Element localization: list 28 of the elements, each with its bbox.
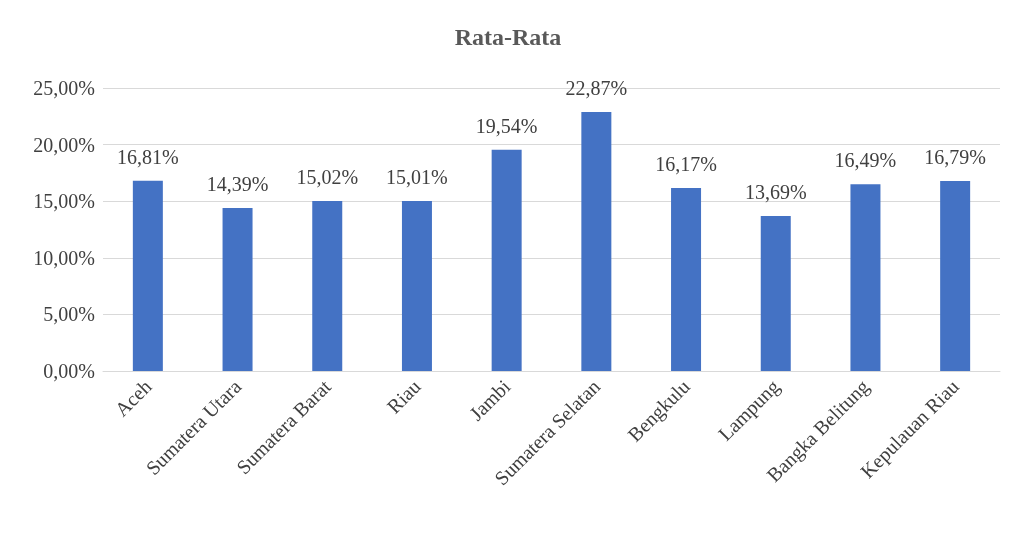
x-tick-label: Riau	[382, 375, 425, 418]
chart-title: Rata-Rata	[454, 24, 562, 50]
y-tick-label: 25,00%	[33, 77, 95, 99]
data-label: 15,02%	[296, 165, 359, 188]
bar	[491, 149, 522, 371]
data-label: 13,69%	[744, 181, 807, 204]
bar	[760, 216, 791, 371]
bar	[222, 208, 253, 371]
y-tick-label: 20,00%	[33, 133, 95, 156]
data-label: 22,87%	[565, 77, 628, 100]
data-label: 15,01%	[386, 166, 448, 189]
bar	[132, 180, 163, 371]
bar	[671, 187, 702, 371]
bar	[940, 180, 971, 371]
data-label: 16,17%	[655, 152, 717, 175]
data-label: 16,79%	[924, 145, 986, 168]
data-label: 16,49%	[834, 149, 897, 172]
y-tick-label: 10,00%	[33, 246, 95, 269]
bar	[850, 184, 881, 371]
y-tick-label: 5,00%	[43, 303, 95, 326]
y-tick-label: 15,00%	[33, 190, 95, 213]
data-label: 14,39%	[206, 173, 269, 196]
bar	[401, 201, 432, 371]
data-label: 19,54%	[475, 114, 538, 137]
y-tick-label: 0,00%	[43, 360, 95, 382]
bar	[312, 200, 343, 371]
bar	[581, 112, 612, 371]
data-label: 16,81%	[117, 145, 179, 168]
